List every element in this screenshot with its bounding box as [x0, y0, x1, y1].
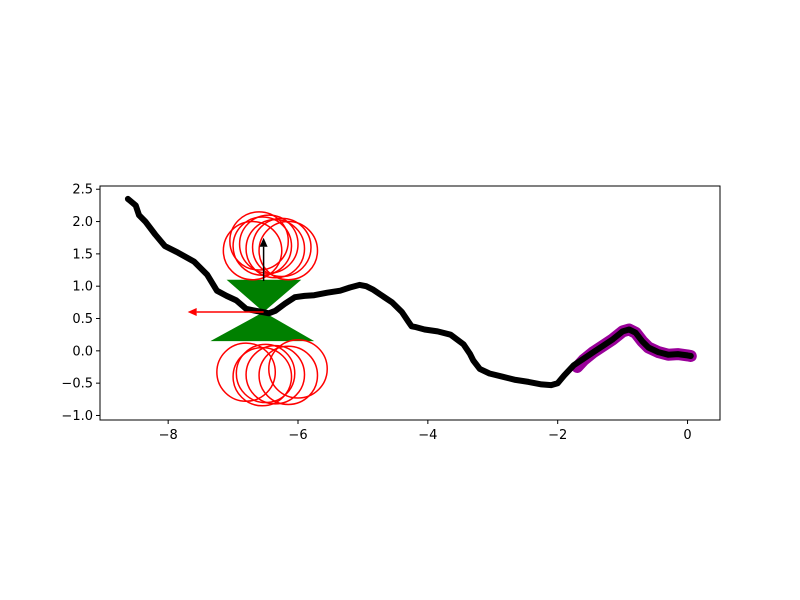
x-tick-label: −4 [418, 428, 437, 443]
x-tick-label: −6 [288, 428, 307, 443]
circle-5 [258, 220, 319, 281]
y-tick-label: −0.5 [61, 377, 93, 392]
x-tick-label: −2 [548, 428, 567, 443]
y-tick-label: 2.5 [72, 183, 93, 198]
y-tick-label: −1.0 [61, 409, 93, 424]
circle-12 [258, 345, 319, 406]
circle-4 [232, 216, 293, 276]
circle-10 [235, 343, 296, 404]
plot-frame [99, 185, 721, 421]
y-tick-label: 0.0 [72, 344, 93, 359]
arrow-head [187, 308, 197, 317]
y-tick-label: 2.0 [72, 215, 93, 230]
circle-6 [222, 220, 283, 281]
arrow-left-arrow [187, 308, 264, 317]
y-axis: −1.0 −0.5 0.0 0.5 1.0 1.5 2.0 2.5 [61, 183, 100, 424]
circle-2 [229, 211, 290, 271]
y-tick-label: 0.5 [72, 312, 93, 327]
circle-9 [232, 346, 293, 407]
x-axis: −8 −6 −4 −2 0 [159, 420, 692, 443]
trajectory-series-line [124, 195, 694, 389]
x-tick-label: −8 [159, 428, 178, 443]
cone-0 [226, 279, 302, 313]
plot-content [124, 195, 697, 407]
arrow-head [259, 237, 268, 247]
x-tick-label: 0 [683, 428, 691, 443]
y-tick-label: 1.0 [72, 280, 93, 295]
cone-1 [210, 312, 315, 342]
circle-11 [268, 339, 328, 399]
y-tick-label: 1.5 [72, 247, 93, 262]
arrow-up-arrow [259, 237, 268, 282]
